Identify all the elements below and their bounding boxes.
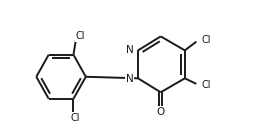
Text: N: N — [126, 74, 133, 84]
Text: Cl: Cl — [201, 80, 211, 90]
Text: N: N — [126, 45, 133, 55]
Text: Cl: Cl — [76, 31, 85, 41]
Text: Cl: Cl — [201, 35, 211, 45]
Text: O: O — [157, 108, 165, 117]
Text: Cl: Cl — [70, 113, 80, 123]
